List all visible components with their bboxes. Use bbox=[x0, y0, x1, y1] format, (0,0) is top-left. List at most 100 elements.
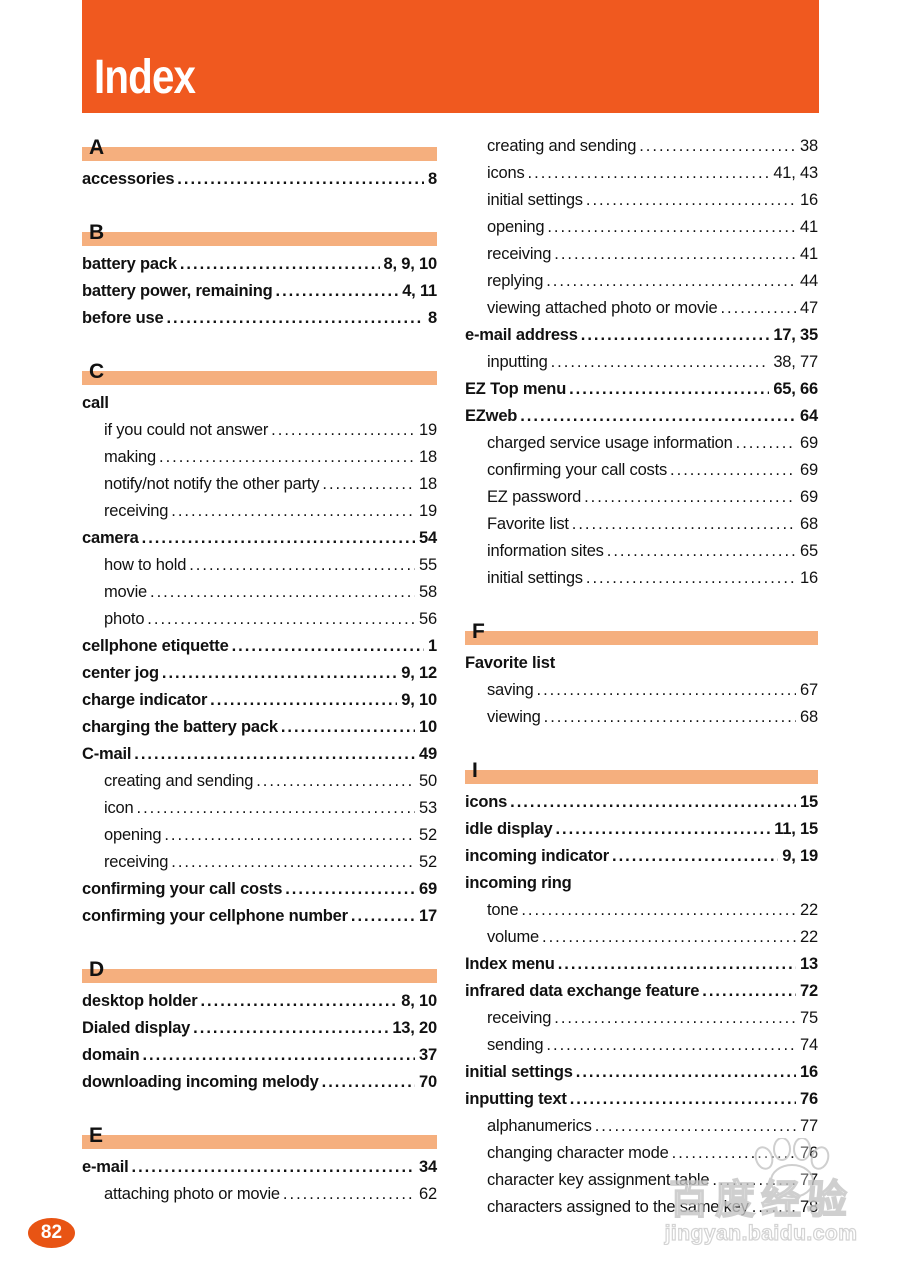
dot-leader bbox=[586, 565, 796, 592]
entry-label: tone bbox=[487, 901, 519, 919]
entry-label: notify/not notify the other party bbox=[104, 475, 320, 493]
entry-label: before use bbox=[82, 309, 164, 327]
entry-pages: 8 bbox=[428, 170, 437, 188]
entry-label: Favorite list bbox=[487, 515, 569, 533]
index-entry: confirming your call costs 69 bbox=[82, 876, 437, 903]
index-entry: tone 22 bbox=[465, 897, 818, 924]
entry-label: receiving bbox=[104, 502, 169, 520]
index-entry: icons 15 bbox=[465, 789, 818, 816]
index-entry: movie 58 bbox=[82, 579, 437, 606]
dot-leader bbox=[595, 1113, 796, 1140]
dot-leader bbox=[276, 278, 399, 305]
dot-leader bbox=[752, 1194, 796, 1221]
entry-label: making bbox=[104, 448, 156, 466]
entry-pages: 13, 20 bbox=[392, 1019, 437, 1037]
entry-label: initial settings bbox=[465, 1063, 573, 1081]
dot-leader bbox=[572, 511, 796, 538]
index-entry: inputting 38, 77 bbox=[465, 349, 818, 376]
entry-label: e-mail bbox=[82, 1158, 129, 1176]
entry-label: desktop holder bbox=[82, 992, 198, 1010]
dot-leader bbox=[712, 1167, 796, 1194]
entry-pages: 15 bbox=[800, 793, 818, 811]
section-bar bbox=[82, 1135, 437, 1149]
entry-label: inputting bbox=[487, 353, 548, 371]
entry-label: center jog bbox=[82, 664, 159, 682]
index-entry: idle display 11, 15 bbox=[465, 816, 818, 843]
entry-label: EZ password bbox=[487, 488, 582, 506]
dot-leader bbox=[672, 1140, 796, 1167]
entry-label: receiving bbox=[487, 1009, 552, 1027]
dot-leader bbox=[200, 988, 397, 1015]
entry-label: changing character mode bbox=[487, 1144, 669, 1162]
entry-label: how to hold bbox=[104, 556, 187, 574]
dot-leader bbox=[510, 789, 796, 816]
index-entry: before use 8 bbox=[82, 305, 437, 332]
entry-pages: 77 bbox=[800, 1117, 818, 1135]
entry-pages: 4, 11 bbox=[402, 282, 437, 300]
entry-label: creating and sending bbox=[487, 137, 637, 155]
index-entry: opening 41 bbox=[465, 214, 818, 241]
entry-pages: 18 bbox=[419, 475, 437, 493]
dot-leader bbox=[132, 1154, 416, 1181]
index-entry: initial settings 16 bbox=[465, 565, 818, 592]
entry-label: saving bbox=[487, 681, 534, 699]
entry-label: charged service usage information bbox=[487, 434, 733, 452]
entry-label: confirming your cellphone number bbox=[82, 907, 348, 925]
entry-pages: 52 bbox=[419, 826, 437, 844]
entry-label: inputting text bbox=[465, 1090, 567, 1108]
entry-label: Index menu bbox=[465, 955, 555, 973]
dot-leader bbox=[639, 133, 796, 160]
dot-leader bbox=[720, 295, 796, 322]
entry-label: receiving bbox=[487, 245, 552, 263]
index-column-left: Aaccessories8Bbattery pack8, 9, 10batter… bbox=[82, 108, 437, 1208]
index-entry: cellphone etiquette 1 bbox=[82, 633, 437, 660]
entry-label: C-mail bbox=[82, 745, 132, 763]
index-entry: changing character mode 76 bbox=[465, 1140, 818, 1167]
index-entry: attaching photo or movie 62 bbox=[82, 1181, 437, 1208]
dot-leader bbox=[570, 1086, 796, 1113]
entry-label: cellphone etiquette bbox=[82, 637, 229, 655]
dot-leader bbox=[177, 166, 424, 193]
section-bar bbox=[82, 147, 437, 161]
entry-pages: 58 bbox=[419, 583, 437, 601]
dot-leader bbox=[180, 251, 380, 278]
entry-pages: 1 bbox=[428, 637, 437, 655]
section-letter: B bbox=[89, 221, 105, 244]
entry-label: battery pack bbox=[82, 255, 177, 273]
entry-pages: 22 bbox=[800, 928, 818, 946]
entry-pages: 38, 77 bbox=[773, 353, 818, 371]
index-entry: domain 37 bbox=[82, 1042, 437, 1069]
index-entry: charging the battery pack 10 bbox=[82, 714, 437, 741]
entry-label: receiving bbox=[104, 853, 169, 871]
dot-leader bbox=[159, 444, 415, 471]
index-entry: call bbox=[82, 390, 437, 417]
dot-leader bbox=[256, 768, 415, 795]
dot-leader bbox=[607, 538, 796, 565]
entry-label: domain bbox=[82, 1046, 140, 1064]
entry-label: volume bbox=[487, 928, 539, 946]
dot-leader bbox=[210, 687, 397, 714]
entry-label: replying bbox=[487, 272, 544, 290]
entry-label: EZweb bbox=[465, 407, 518, 425]
entry-label: viewing bbox=[487, 708, 541, 726]
entry-pages: 76 bbox=[800, 1090, 818, 1108]
index-entry: desktop holder 8, 10 bbox=[82, 988, 437, 1015]
index-entry: inputting text 76 bbox=[465, 1086, 818, 1113]
entry-pages: 11, 15 bbox=[774, 820, 818, 838]
index-entry: accessories 8 bbox=[82, 166, 437, 193]
section-letter: E bbox=[89, 1124, 104, 1147]
index-entry: infrared data exchange feature 72 bbox=[465, 978, 818, 1005]
entry-pages: 56 bbox=[419, 610, 437, 628]
index-entry: sending 74 bbox=[465, 1032, 818, 1059]
entry-label: Dialed display bbox=[82, 1019, 191, 1037]
index-entry: downloading incoming melody 70 bbox=[82, 1069, 437, 1096]
index-entry: alphanumerics 77 bbox=[465, 1113, 818, 1140]
index-entry: creating and sending 50 bbox=[82, 768, 437, 795]
section-bar bbox=[82, 232, 437, 246]
section-header-E: E bbox=[82, 1122, 437, 1149]
index-entry: confirming your call costs 69 bbox=[465, 457, 818, 484]
entry-pages: 69 bbox=[800, 434, 818, 452]
entry-label: EZ Top menu bbox=[465, 380, 567, 398]
dot-leader bbox=[736, 430, 796, 457]
